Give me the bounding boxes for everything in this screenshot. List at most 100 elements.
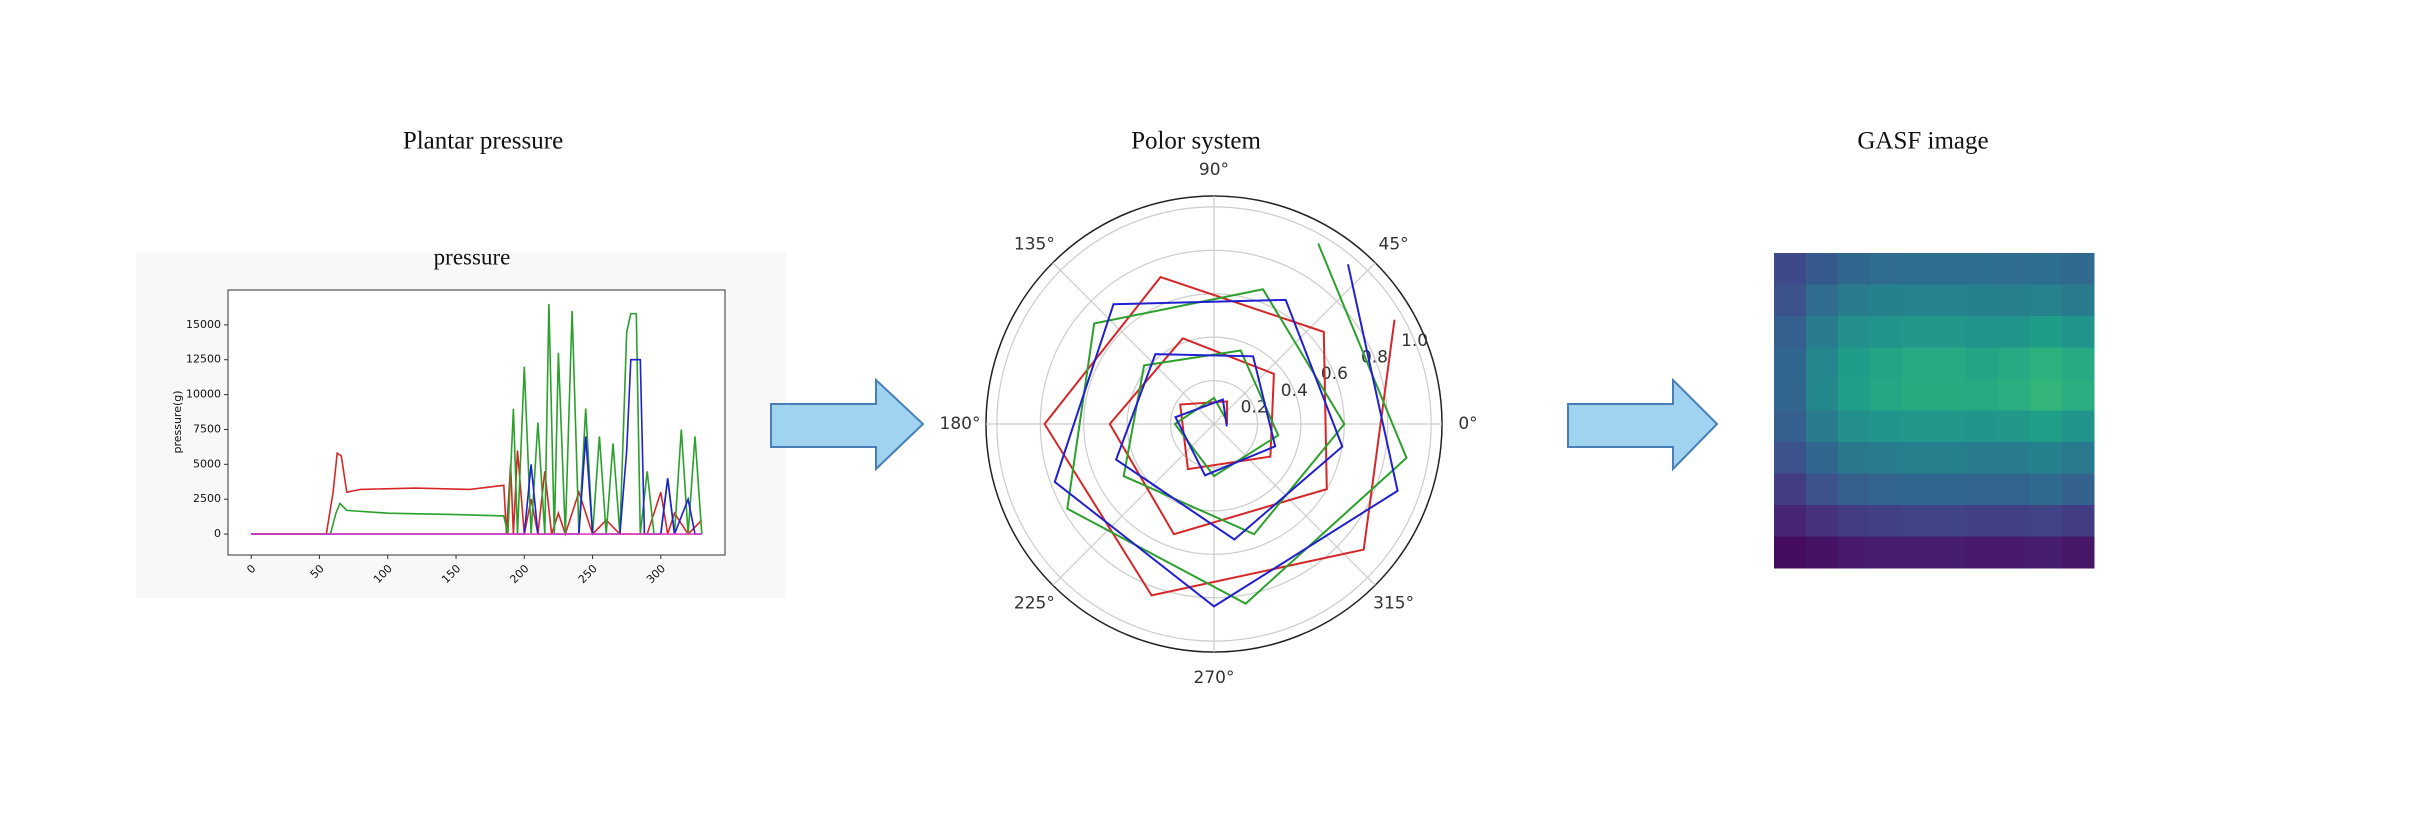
heatmap-cell — [1902, 253, 1935, 285]
heatmap-cell — [2062, 284, 2095, 317]
heatmap-cell — [2062, 347, 2095, 380]
y-tick-label: 5000 — [193, 457, 221, 470]
heatmap-cell — [1966, 347, 1999, 380]
heatmap-cell — [1998, 473, 2031, 506]
heatmap-cell — [1998, 253, 2031, 285]
heatmap-cell — [1774, 379, 1807, 411]
heatmap-cell — [1806, 347, 1839, 380]
heatmap-cell — [1934, 379, 1967, 411]
r-tick-label: 1.0 — [1401, 331, 1428, 351]
heatmap-cell — [1934, 316, 1967, 348]
heatmap-cell — [2062, 379, 2095, 411]
heatmap-cell — [1934, 347, 1967, 380]
heatmap-cell — [2030, 379, 2063, 411]
heatmap-cell — [1870, 284, 1903, 317]
r-tick-label: 0.4 — [1281, 381, 1308, 401]
heatmap-cell — [1902, 473, 1935, 506]
heatmap-cell — [1774, 536, 1807, 569]
heatmap-cell — [1966, 473, 1999, 506]
heatmap-cell — [1966, 316, 1999, 348]
heatmap-cell — [1966, 442, 1999, 474]
heatmap-cell — [1774, 316, 1807, 348]
heatmap-cell — [1806, 536, 1839, 569]
heatmap-cell — [2030, 473, 2063, 506]
heatmap-cell — [1966, 505, 1999, 537]
angle-tick-label: 135° — [1014, 234, 1055, 254]
heatmap-cell — [1998, 536, 2031, 569]
heatmap-cell — [1870, 442, 1903, 474]
heatmap-cell — [1870, 253, 1903, 285]
heatmap-cell — [1838, 379, 1871, 411]
heatmap-cell — [1774, 442, 1807, 474]
heatmap-cell — [1870, 379, 1903, 411]
heatmap-cell — [1998, 505, 2031, 537]
heatmap-cell — [1774, 253, 1807, 285]
y-tick-label: 7500 — [193, 422, 221, 435]
heatmap-cell — [1806, 442, 1839, 474]
panel-title: Plantar pressure — [403, 128, 563, 155]
heatmap-cell — [1902, 284, 1935, 317]
heatmap-cell — [1902, 442, 1935, 474]
heatmap-cell — [1966, 253, 1999, 285]
angle-tick-label: 180° — [940, 414, 981, 434]
y-tick-label: 2500 — [193, 492, 221, 505]
heatmap-cell — [1838, 253, 1871, 285]
heatmap-cell — [1934, 505, 1967, 537]
heatmap-cell — [1838, 316, 1871, 348]
heatmap-cell — [2030, 442, 2063, 474]
series-line — [251, 358, 702, 535]
heatmap-cell — [1774, 505, 1807, 537]
heatmap-cell — [1806, 284, 1839, 317]
arrow — [1567, 377, 1719, 472]
heatmap-cell — [1934, 442, 1967, 474]
heatmap-cell — [1838, 442, 1871, 474]
heatmap-cell — [1838, 473, 1871, 506]
heatmap-cell — [2062, 253, 2095, 285]
heatmap-cell — [1870, 505, 1903, 537]
series-line — [1053, 264, 1399, 608]
heatmap-cell — [1934, 473, 1967, 506]
heatmap-cell — [1774, 410, 1807, 443]
angle-tick-label: 45° — [1379, 234, 1409, 254]
angle-tick-label: 90° — [1199, 160, 1229, 180]
heatmap-cell — [1806, 379, 1839, 411]
heatmap-cell — [1806, 253, 1839, 285]
heatmap-cell — [1902, 536, 1935, 569]
grid-spoke — [1052, 262, 1215, 425]
angle-tick-label: 225° — [1014, 594, 1055, 614]
r-tick-label: 0.2 — [1241, 397, 1268, 417]
heatmap-cell — [2062, 410, 2095, 443]
heatmap-cell — [1966, 410, 1999, 443]
y-tick-label: 10000 — [186, 388, 221, 401]
panel-title: GASF image — [1857, 128, 1988, 155]
y-tick-label: 12500 — [186, 353, 221, 366]
grid-spoke — [1052, 423, 1215, 586]
heatmap-cell — [1902, 410, 1935, 443]
heatmap-cell — [1774, 284, 1807, 317]
heatmap-cell — [2062, 442, 2095, 474]
heatmap-cell — [1966, 379, 1999, 411]
heatmap-cell — [2062, 536, 2095, 569]
heatmap-cell — [1998, 347, 2031, 380]
chart-title: pressure — [434, 244, 511, 269]
heatmap-cell — [2030, 536, 2063, 569]
heatmap-cell — [1934, 284, 1967, 317]
heatmap-cell — [2030, 505, 2063, 537]
heatmap-cell — [1774, 473, 1807, 506]
heatmap-cell — [1838, 347, 1871, 380]
heatmap-cell — [1966, 536, 1999, 569]
angle-tick-label: 270° — [1194, 668, 1235, 688]
heatmap-cell — [1806, 410, 1839, 443]
heatmap-cell — [2030, 253, 2063, 285]
heatmap-cell — [2062, 473, 2095, 506]
grid-spoke — [1213, 423, 1376, 586]
heatmap-cell — [1966, 284, 1999, 317]
heatmap-cell — [1806, 505, 1839, 537]
heatmap-cell — [1998, 316, 2031, 348]
heatmap-cell — [1806, 316, 1839, 348]
heatmap-cell — [1934, 410, 1967, 443]
heatmap-cell — [2062, 505, 2095, 537]
heatmap-cell — [1902, 505, 1935, 537]
heatmap-cell — [1806, 473, 1839, 506]
